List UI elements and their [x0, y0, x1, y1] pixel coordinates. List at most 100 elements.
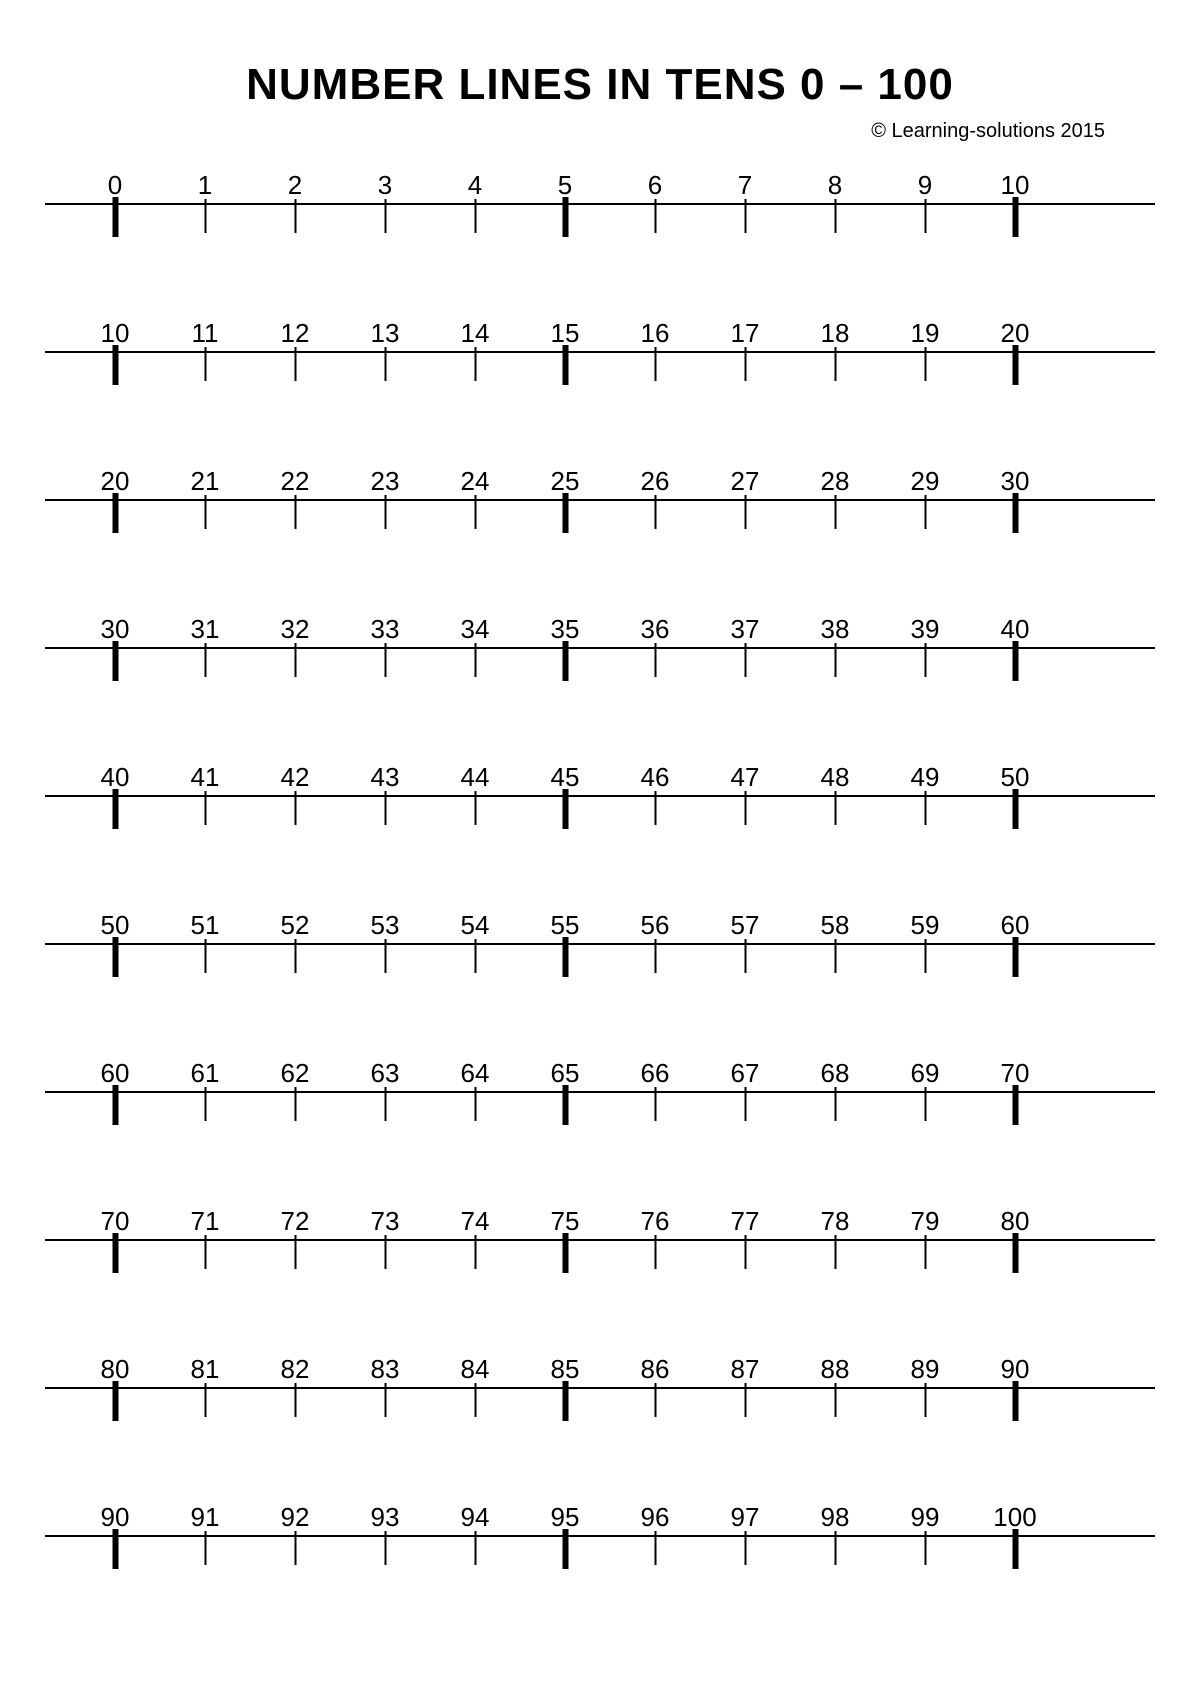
tick: 84: [475, 1357, 476, 1417]
tick-label: 57: [731, 910, 760, 941]
tick-mark: [294, 199, 296, 233]
tick-mark: [294, 347, 296, 381]
tick-label: 88: [821, 1354, 850, 1385]
tick: 12: [295, 321, 296, 381]
tick-mark: [384, 1235, 386, 1269]
tick-mark: [474, 643, 476, 677]
tick: 31: [205, 617, 206, 677]
tick: 50: [115, 913, 116, 973]
tick-mark: [834, 347, 836, 381]
tick-mark: [924, 495, 926, 529]
tick-mark-bold: [1012, 197, 1018, 237]
tick-mark: [474, 1087, 476, 1121]
tick: 64: [475, 1061, 476, 1121]
tick: 38: [835, 617, 836, 677]
tick: 14: [475, 321, 476, 381]
tick-mark: [744, 1531, 746, 1565]
tick-label: 73: [371, 1206, 400, 1237]
tick-mark: [474, 495, 476, 529]
number-line: 3031323334353637383940: [45, 617, 1155, 677]
tick: 96: [655, 1505, 656, 1565]
tick: 26: [655, 469, 656, 529]
tick: 68: [835, 1061, 836, 1121]
tick: 51: [205, 913, 206, 973]
tick: 70: [1015, 1061, 1016, 1121]
tick-label: 94: [461, 1502, 490, 1533]
number-line: 6061626364656667686970: [45, 1061, 1155, 1121]
tick-mark: [834, 939, 836, 973]
tick-mark-bold: [112, 1233, 118, 1273]
tick: 69: [925, 1061, 926, 1121]
tick-mark: [474, 1235, 476, 1269]
tick: 93: [385, 1505, 386, 1565]
tick-label: 11: [192, 318, 219, 349]
tick-mark: [654, 643, 656, 677]
tick-mark-bold: [562, 197, 568, 237]
tick-mark: [924, 1531, 926, 1565]
tick: 7: [745, 173, 746, 233]
tick: 28: [835, 469, 836, 529]
tick-label: 76: [641, 1206, 670, 1237]
tick-mark: [924, 1383, 926, 1417]
tick-label: 31: [191, 614, 220, 645]
tick-mark-bold: [562, 493, 568, 533]
tick: 79: [925, 1209, 926, 1269]
tick: 87: [745, 1357, 746, 1417]
tick-label: 14: [461, 318, 490, 349]
tick: 53: [385, 913, 386, 973]
tick-label: 28: [821, 466, 850, 497]
tick: 90: [115, 1505, 116, 1565]
tick: 16: [655, 321, 656, 381]
tick-label: 43: [371, 762, 400, 793]
tick-label: 89: [911, 1354, 940, 1385]
number-line: 8081828384858687888990: [45, 1357, 1155, 1417]
tick: 46: [655, 765, 656, 825]
tick-mark: [834, 791, 836, 825]
tick: 82: [295, 1357, 296, 1417]
tick-label: 68: [821, 1058, 850, 1089]
tick-mark-bold: [112, 345, 118, 385]
tick-mark: [654, 1383, 656, 1417]
tick-label: 47: [731, 762, 760, 793]
tick-mark: [834, 1235, 836, 1269]
tick: 90: [1015, 1357, 1016, 1417]
tick-label: 78: [821, 1206, 850, 1237]
tick: 60: [115, 1061, 116, 1121]
tick-mark-bold: [112, 197, 118, 237]
tick-mark-bold: [562, 937, 568, 977]
tick-mark: [384, 1087, 386, 1121]
tick-label: 77: [731, 1206, 760, 1237]
tick: 63: [385, 1061, 386, 1121]
tick: 10: [1015, 173, 1016, 233]
tick-mark: [744, 199, 746, 233]
tick-mark: [384, 1383, 386, 1417]
tick-mark-bold: [1012, 345, 1018, 385]
tick-mark: [924, 1087, 926, 1121]
tick-label: 91: [191, 1502, 220, 1533]
tick: 98: [835, 1505, 836, 1565]
tick-mark-bold: [1012, 1529, 1018, 1569]
tick-mark: [654, 1087, 656, 1121]
tick-label: 7: [738, 170, 752, 201]
tick-mark-bold: [562, 1085, 568, 1125]
tick: 41: [205, 765, 206, 825]
tick: 13: [385, 321, 386, 381]
tick: 54: [475, 913, 476, 973]
tick-mark: [384, 643, 386, 677]
tick-label: 86: [641, 1354, 670, 1385]
tick-label: 83: [371, 1354, 400, 1385]
tick: 40: [1015, 617, 1016, 677]
tick-mark: [654, 1235, 656, 1269]
tick-label: 74: [461, 1206, 490, 1237]
tick-mark-bold: [112, 493, 118, 533]
tick: 73: [385, 1209, 386, 1269]
tick-mark: [744, 347, 746, 381]
tick-label: 98: [821, 1502, 850, 1533]
tick-mark: [204, 939, 206, 973]
tick-mark: [744, 791, 746, 825]
tick: 44: [475, 765, 476, 825]
tick: 40: [115, 765, 116, 825]
tick: 34: [475, 617, 476, 677]
tick: 37: [745, 617, 746, 677]
tick: 35: [565, 617, 566, 677]
